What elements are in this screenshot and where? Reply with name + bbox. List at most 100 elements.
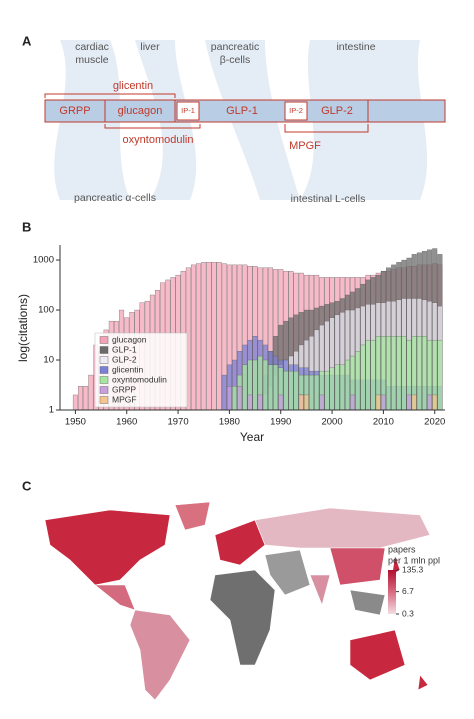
bar [257,394,263,411]
region [417,674,429,691]
bar [232,386,237,411]
legend-swatch [99,376,109,384]
legend-swatch [99,346,109,354]
bar [206,262,212,411]
bar [422,336,427,411]
legend-label: GLP-1 [112,344,137,354]
legend-label: GRPP [112,384,136,394]
tissue-label: pancreatic [211,41,259,53]
bar [391,336,397,411]
bar [273,364,279,411]
region [349,629,406,681]
segment-label: GRPP [59,105,90,117]
colorbar-tick-label: 135.3 [402,564,424,574]
ip-box [176,101,200,121]
colorbar-tick-label: 6.7 [402,586,414,596]
bar [278,394,284,411]
panel-c: C papers per 1 mln ppl 135.3 6.7 0.3 [22,478,440,701]
tissue-label: intestinal L-cells [291,193,366,205]
x-tick-label: 1950 [65,417,86,428]
x-tick-label: 1960 [116,417,137,428]
legend-label: oxyntomodulin [112,374,167,384]
bar [237,386,243,411]
segment-label: GLP-1 [226,105,258,117]
x-axis-label: Year [240,430,264,444]
bar [268,364,273,411]
y-tick-label: 1 [49,405,54,416]
segment-label: glucagon [118,105,163,117]
bar [196,263,202,411]
bar [216,262,222,411]
bar [288,370,294,411]
bar [78,386,83,411]
bar [324,370,330,411]
y-tick-label: 10 [43,355,54,366]
region [329,547,386,586]
region [174,501,211,531]
legend-label: glicentin [112,364,143,374]
region [309,574,331,606]
bar [334,364,340,411]
x-tick-label: 2010 [373,417,394,428]
bar [345,359,350,411]
region [129,609,191,701]
region [349,589,386,616]
region [214,519,266,566]
bar [303,394,309,411]
colorbar-tick-label: 0.3 [402,608,414,618]
bar [375,394,381,411]
bar [201,262,207,411]
bar [350,394,356,411]
bar [437,339,443,411]
y-axis-label: log(citations) [16,294,30,362]
bar [370,339,376,411]
bar [365,339,371,411]
bar [411,394,417,411]
tissue-label: β-cells [220,54,251,66]
legend-label: MPGF [112,394,137,404]
bar [416,336,422,411]
legend-swatch [99,366,109,374]
panel-label: C [22,478,32,493]
region [44,509,171,586]
legend-swatch [99,336,109,344]
bar [406,394,412,411]
legend-label: GLP-2 [112,354,137,364]
bar [221,374,227,411]
bar [432,394,438,411]
bar [83,386,89,411]
bar [211,262,217,411]
legend-swatch [99,396,109,404]
ip-box [284,101,308,121]
bar [293,370,299,411]
bar [226,386,232,411]
bar [262,359,268,411]
proglucagon-bar [44,99,446,123]
bar [386,336,391,411]
legend-swatch [99,386,109,394]
region [254,507,431,549]
bar [242,364,248,411]
bracket [104,124,201,129]
panel-a: A cardiac muscle liver pancreatic β-cell… [22,33,446,205]
bar [427,394,433,411]
panel-b: B log(citations) Year 1 10 100 1000 1950 1960… [16,219,445,444]
tissue-label: muscle [75,54,108,66]
legend-swatch [99,356,109,364]
segment-label: IP-2 [289,106,303,115]
bar [401,336,407,411]
legend-label: glucagon [112,334,147,344]
legend-box [94,332,188,408]
bar [283,370,289,411]
x-tick-label: 2000 [321,417,342,428]
y-tick-label: 1000 [33,255,54,266]
bar [309,374,314,411]
segment-label: GLP-2 [321,105,353,117]
bracket [284,124,369,133]
x-tick-label: 1980 [219,417,240,428]
tissue-label: pancreatic α-cells [74,192,156,204]
product-label: MPGF [289,140,321,152]
legend-title: papers [388,544,416,554]
bar [314,374,320,411]
